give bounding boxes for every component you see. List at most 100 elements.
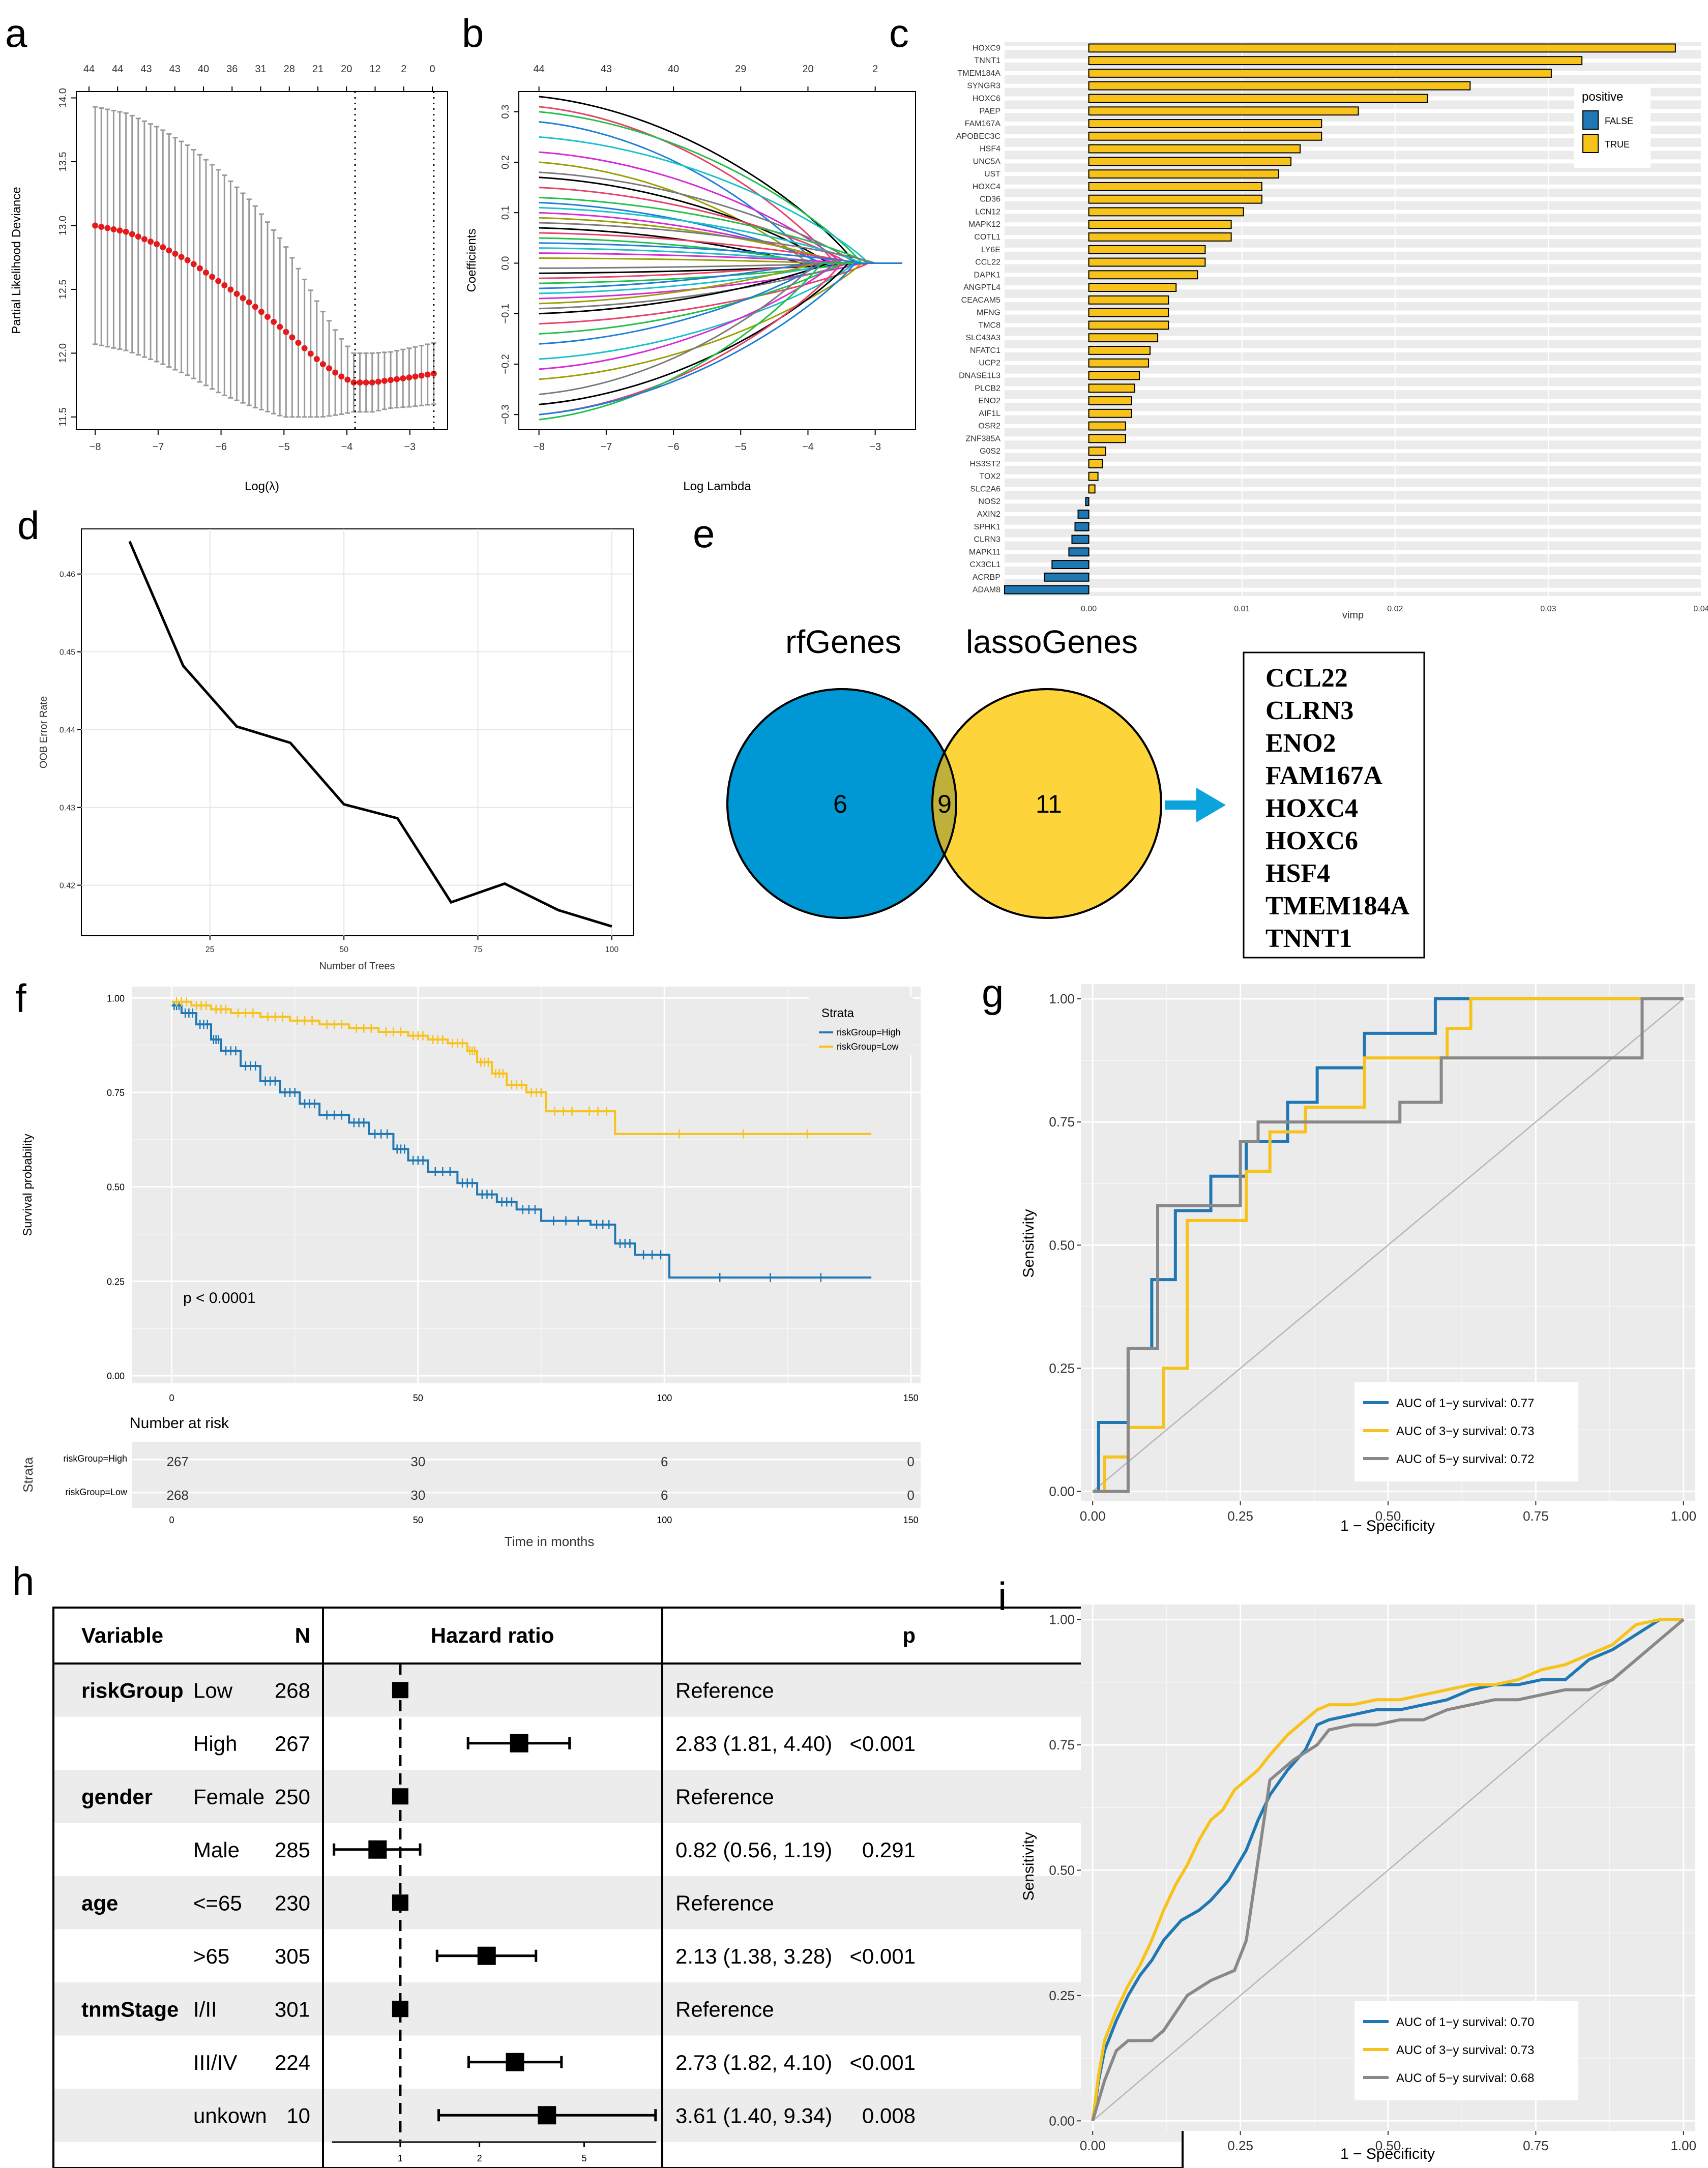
panel-g-y-ticks: 0.00 0.25 0.50 0.75 1.00 (1049, 991, 1081, 1499)
gene-label: CX3CL1 (970, 560, 1001, 569)
gene-label: ADAM8 (973, 586, 1000, 595)
forest-level: III/IV (193, 2051, 237, 2074)
top-tick-label: 0 (429, 64, 435, 75)
gene-label: ANGPTL4 (963, 283, 1000, 292)
top-tick-label: 43 (169, 64, 181, 75)
x-tick-label: 25 (205, 945, 215, 954)
forest-level: High (193, 1732, 237, 1756)
coefficient-path (539, 111, 902, 264)
panel-d-frame (81, 528, 634, 936)
coefficient-path (539, 262, 902, 360)
cv-point (92, 222, 99, 229)
gene-label: HS3ST2 (970, 460, 1001, 468)
y-tick-label: 0.50 (107, 1182, 125, 1193)
cv-point (240, 295, 246, 302)
vimp-bar (1077, 510, 1089, 519)
panel-f-legend-title: Strata (821, 1006, 855, 1020)
gene-label: ACRBP (973, 573, 1000, 582)
vimp-bar (1088, 270, 1198, 280)
x-tick-label: 1.00 (1670, 2138, 1696, 2153)
coefficient-path (539, 196, 902, 264)
coefficient-path (539, 262, 902, 305)
cv-point (227, 286, 234, 293)
top-tick-label: 20 (341, 64, 352, 75)
x-tick-label: 0.00 (1080, 1508, 1106, 1524)
panel-label-i: i (998, 1574, 1007, 1619)
cv-point (190, 261, 197, 268)
x-tick-label: 0.03 (1540, 605, 1556, 613)
x-tick-label: 1.00 (1670, 1508, 1696, 1524)
legend-label: AUC of 5−y survival: 0.68 (1396, 2071, 1534, 2085)
x-tick-label: −4 (341, 441, 353, 453)
gene-label: G0S2 (980, 447, 1000, 456)
gene-label: UNC5A (973, 157, 1001, 166)
panel-a-y-ticks: 11.5 12.0 12.5 13.0 13.5 14.0 (57, 88, 76, 427)
coefficient-path (539, 252, 902, 264)
x-tick-label: −4 (802, 441, 814, 453)
vimp-bar (1088, 119, 1322, 128)
y-tick-label: 0.25 (107, 1276, 125, 1287)
top-tick-label: 40 (668, 64, 679, 75)
gene-label: HOXC4 (973, 183, 1000, 191)
top-tick-label: 44 (83, 64, 95, 75)
panel-label-b: b (462, 11, 484, 55)
forest-variable: gender (81, 1785, 153, 1808)
gene-label: AXIN2 (977, 510, 1000, 519)
x-tick-label: −7 (152, 441, 164, 453)
cv-point (283, 329, 289, 335)
top-tick-label: 2 (401, 64, 406, 75)
cv-point (332, 369, 339, 376)
diagonal-reference (1092, 1619, 1684, 2122)
vimp-bar (1088, 245, 1206, 254)
cv-point (344, 376, 351, 383)
panel-i-curves (1091, 1618, 1685, 2122)
forest-table-text: riskGroup Low 268 Reference High 267 2.83 (1.8… (81, 1678, 916, 2127)
panel-i-ylabel: Sensitivity (1020, 1832, 1037, 1900)
gene-label: APOBEC3C (956, 132, 1000, 141)
panel-a-xlabel: Log(λ) (245, 480, 279, 493)
top-tick-label: 2 (872, 64, 878, 75)
risk-table-title: Number at risk (130, 1415, 229, 1432)
forest-estimate: Reference (675, 1678, 774, 1702)
panel-b-ylabel: Coefficients (465, 229, 479, 292)
coefficient-path (539, 262, 902, 300)
gene-list: CCL22 CLRN3 ENO2 FAM167A HOXC4 HOXC6 HSF4 TMEM1… (1265, 664, 1410, 953)
venn-left-count: 6 (833, 790, 847, 818)
x-tick-label: 0.25 (1227, 1508, 1253, 1524)
forest-estimate: Reference (675, 1997, 774, 2021)
risk-count: 30 (410, 1488, 425, 1503)
coefficient-path (539, 262, 902, 289)
panel-b-y-ticks: −0.3 −0.2 −0.1 0.0 0.1 0.2 0.3 (500, 105, 519, 425)
forest-level: Low (193, 1678, 233, 1702)
hr-square (510, 1734, 528, 1753)
gene-label: TNNT1 (974, 56, 1000, 65)
panel-i-roc: 0.00 0.25 0.50 0.75 1.00 0.00 0.25 0.50 0.75 1.0… (1020, 1605, 1696, 2162)
gene-label: ENO2 (978, 397, 1000, 405)
y-tick-label: 0.2 (500, 155, 511, 169)
vimp-bar (1051, 560, 1089, 569)
vimp-bar (1088, 396, 1132, 405)
x-tick-label: 75 (474, 945, 483, 954)
vimp-bar (1088, 56, 1583, 66)
vimp-bar (1074, 522, 1089, 531)
hr-square (368, 1840, 387, 1859)
cv-point (221, 282, 228, 289)
vimp-bar (1088, 447, 1106, 456)
risk-table-row-name-high: riskGroup=High (63, 1453, 127, 1464)
panel-e-venn: rfGenes lassoGenes 6 9 11 CCL22 CLRN3 ENO2… (726, 623, 1425, 959)
x-tick-label: −6 (215, 441, 227, 453)
cv-point (178, 254, 185, 260)
x-tick-label: 0.00 (1081, 605, 1097, 613)
gene-label: CCL22 (975, 258, 1000, 267)
vimp-bar (1088, 471, 1099, 481)
panel-g-x-ticks: 0.00 0.25 0.50 0.75 1.00 (1080, 1501, 1696, 1524)
vimp-bar (1068, 547, 1089, 557)
y-tick-label: −0.3 (500, 404, 511, 424)
x-tick-label: 50 (413, 1393, 423, 1403)
panel-f-kaplan-meier: 0 50 100 150 0.00 0.25 0.50 0.75 1.00 Survival … (20, 987, 921, 1549)
cv-point (394, 376, 400, 382)
y-tick-label: 0.0 (500, 256, 511, 271)
risk-x-tick-label: 100 (657, 1515, 672, 1525)
panel-f-legend: Strata riskGroup=High riskGroup=Low (809, 997, 913, 1055)
